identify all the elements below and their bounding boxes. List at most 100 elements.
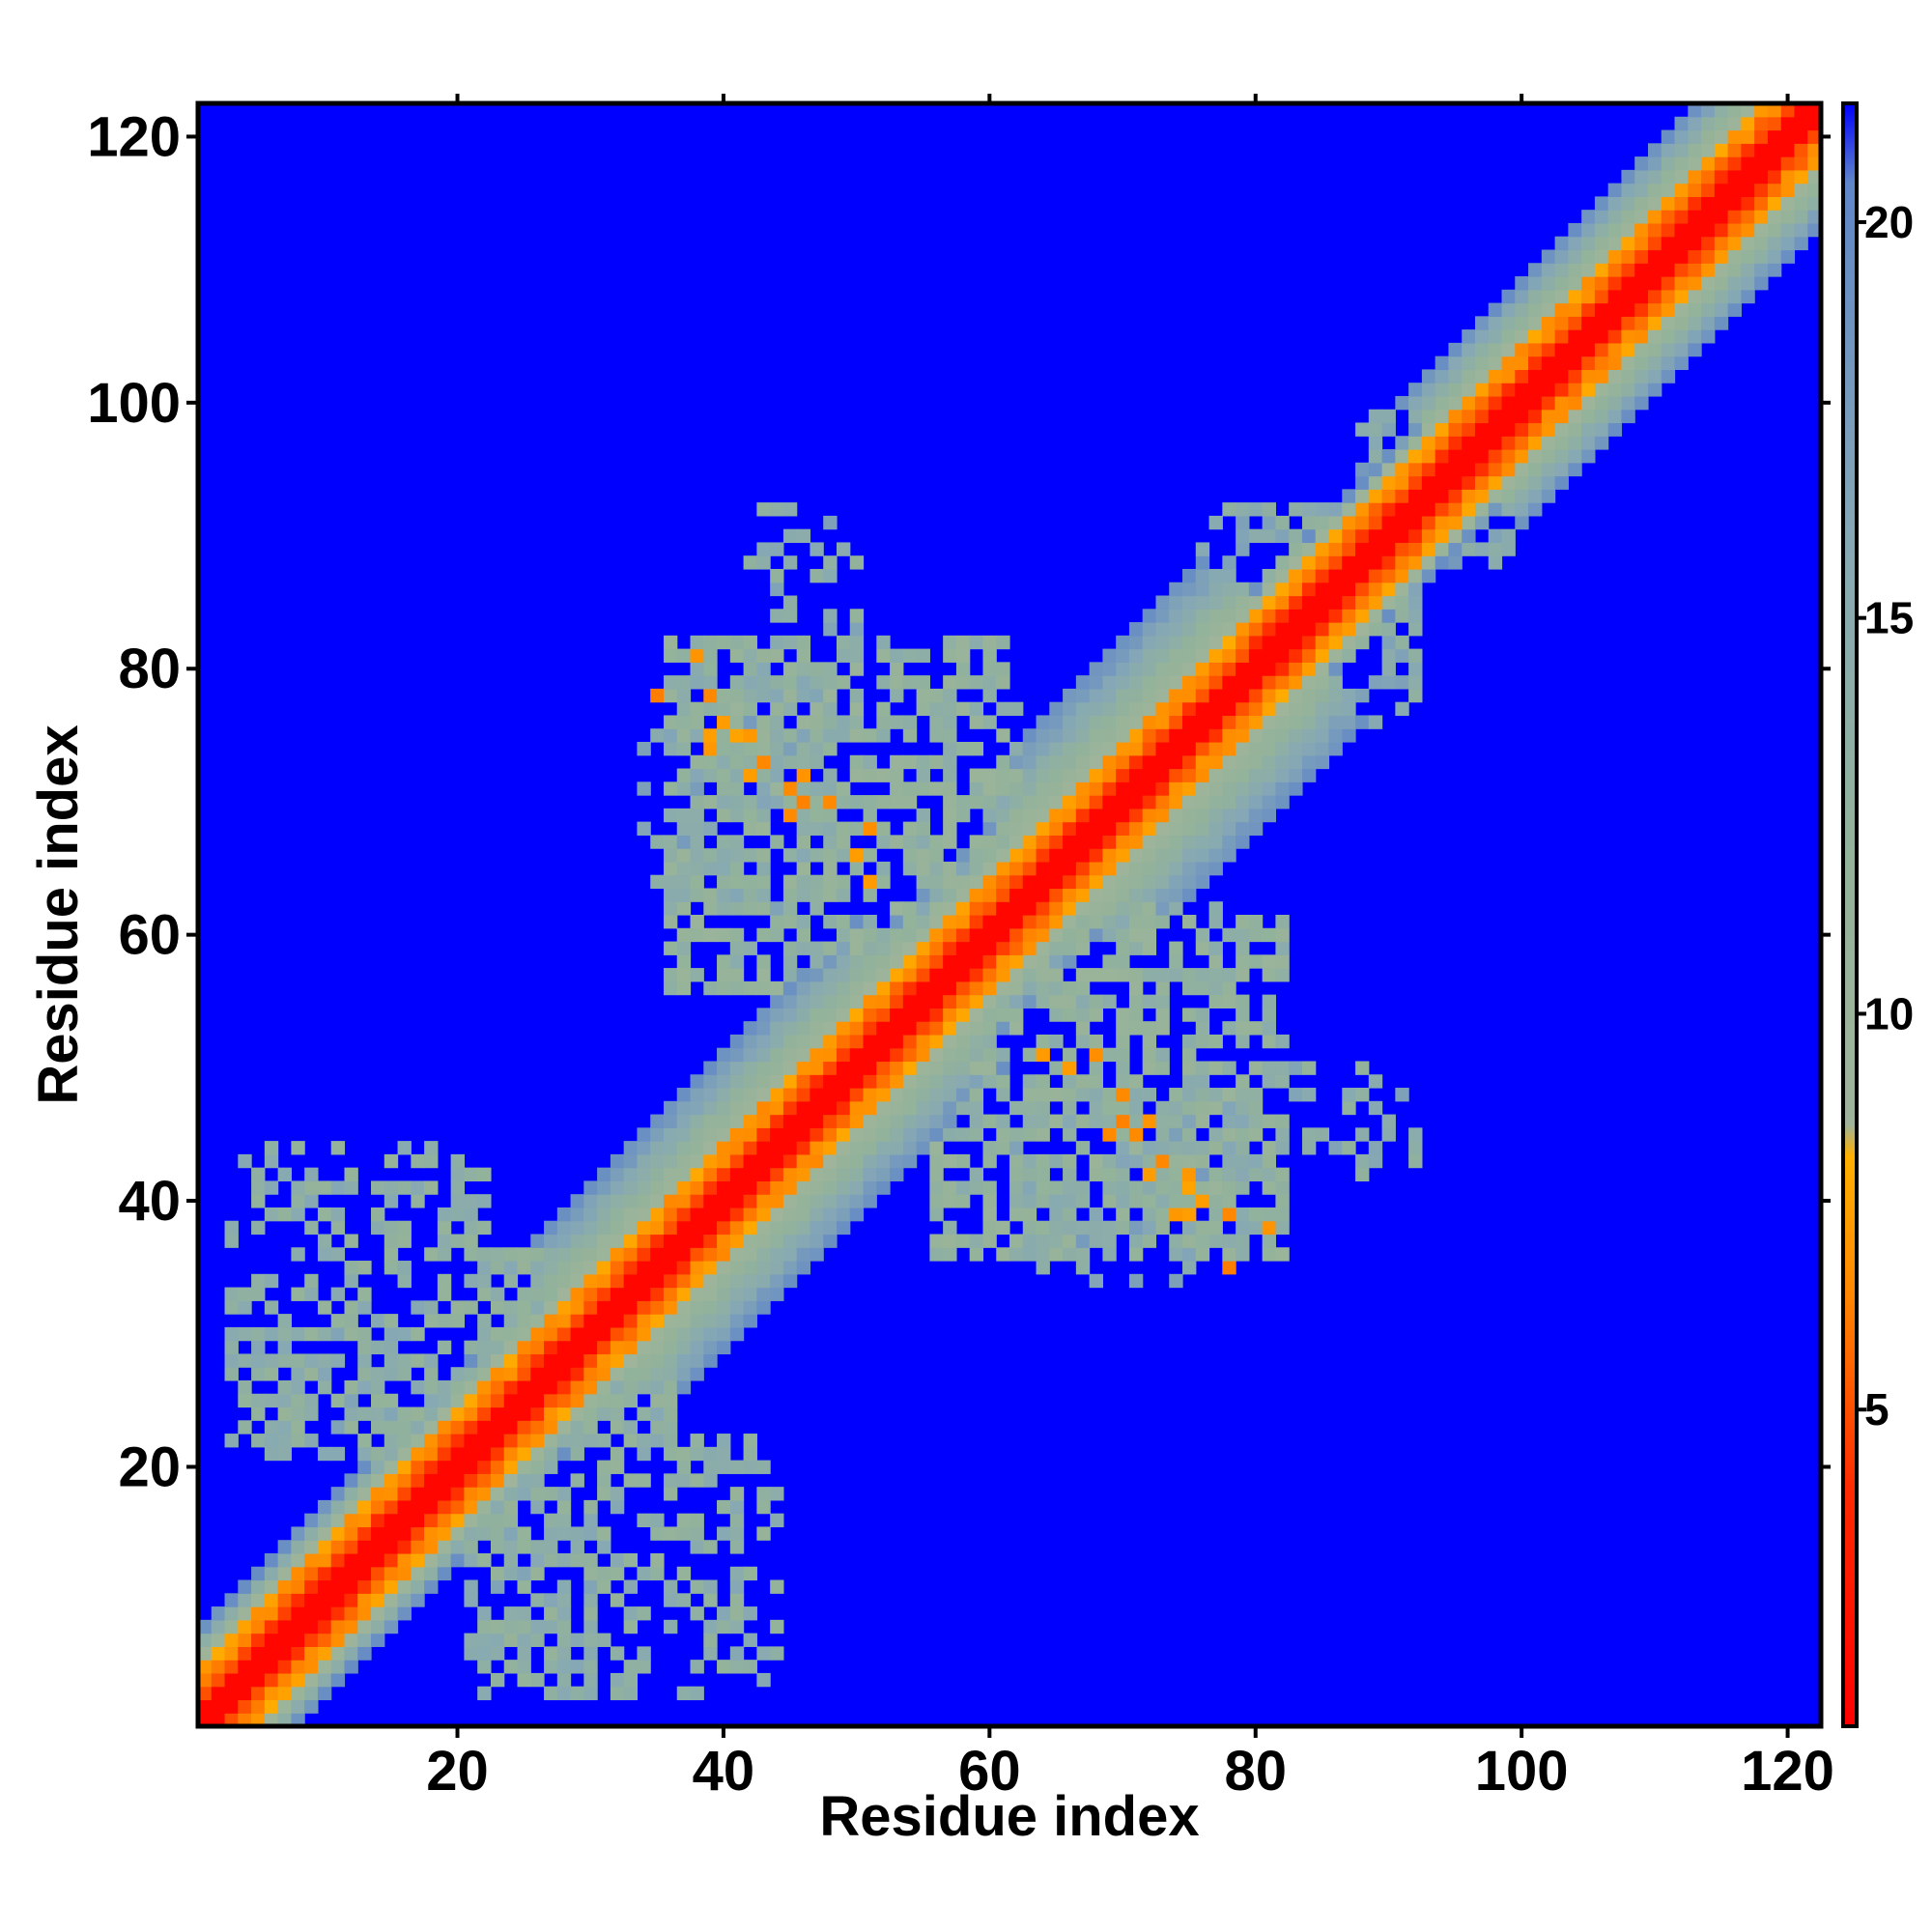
heatmap-cell <box>756 662 771 676</box>
heatmap-cell <box>1462 369 1476 384</box>
heatmap-cell <box>1169 861 1183 876</box>
heatmap-cell <box>770 1100 784 1116</box>
heatmap-cell <box>717 795 731 810</box>
heatmap-cell <box>703 1287 718 1301</box>
heatmap-cell <box>556 1633 572 1647</box>
heatmap-cell <box>490 1579 505 1594</box>
heatmap-cell <box>1515 276 1529 291</box>
heatmap-cell <box>1022 1194 1037 1208</box>
heatmap-cell <box>1315 688 1330 703</box>
heatmap-cell <box>503 1353 519 1368</box>
heatmap-cell <box>876 701 891 717</box>
heatmap-cell <box>371 1180 385 1195</box>
heatmap-cell <box>1248 821 1264 836</box>
heatmap-cell <box>756 1088 771 1102</box>
heatmap-cell <box>955 808 971 823</box>
heatmap-cell <box>330 1579 346 1594</box>
heatmap-cell <box>703 688 718 703</box>
heatmap-cell <box>251 1326 266 1342</box>
heatmap-cell <box>264 1446 279 1462</box>
heatmap-cell <box>291 1606 305 1621</box>
heatmap-cell <box>517 1379 531 1395</box>
heatmap-cell <box>477 1420 492 1435</box>
heatmap-cell <box>1701 276 1716 291</box>
heatmap-cell <box>1089 1074 1103 1089</box>
heatmap-cell <box>1128 927 1144 943</box>
heatmap-cell <box>1688 116 1702 131</box>
heatmap-cell <box>1169 688 1183 703</box>
heatmap-cell <box>1182 1074 1197 1089</box>
heatmap-cell <box>1727 129 1742 144</box>
heatmap-cell <box>1262 582 1277 597</box>
heatmap-cell <box>1248 648 1264 663</box>
heatmap-cell <box>503 1619 519 1634</box>
heatmap-cell <box>1647 156 1662 171</box>
heatmap-cell <box>1169 781 1183 796</box>
heatmap-cell <box>676 768 692 782</box>
heatmap-cell <box>849 1114 865 1128</box>
heatmap-cell <box>530 1540 545 1554</box>
heatmap-cell <box>610 1273 625 1289</box>
heatmap-cell <box>943 1180 957 1195</box>
heatmap-cell <box>264 1393 279 1408</box>
heatmap-cell <box>610 1460 625 1474</box>
heatmap-cell <box>437 1499 452 1515</box>
heatmap-cell <box>1275 1061 1290 1075</box>
heatmap-cell <box>770 675 784 690</box>
heatmap-cell <box>1128 1194 1144 1208</box>
heatmap-cell <box>916 874 930 890</box>
heatmap-cell <box>330 1487 346 1501</box>
heatmap-cell <box>357 1473 372 1488</box>
heatmap-cell <box>1049 1220 1064 1236</box>
heatmap-cell <box>943 688 957 703</box>
heatmap-cell <box>929 994 944 1009</box>
heatmap-cell <box>663 1379 678 1395</box>
heatmap-cell <box>823 1034 838 1049</box>
heatmap-cell <box>1182 1100 1197 1116</box>
heatmap-cell <box>397 1141 412 1155</box>
heatmap-cell <box>876 968 891 982</box>
heatmap-cell <box>517 1473 531 1488</box>
heatmap-cell <box>703 821 718 836</box>
heatmap-cell <box>556 1353 572 1368</box>
heatmap-cell <box>411 1473 425 1488</box>
heatmap-cell <box>717 1141 731 1155</box>
heatmap-cell <box>597 1180 611 1195</box>
heatmap-cell <box>637 1194 651 1208</box>
heatmap-cell <box>1355 555 1370 570</box>
heatmap-cell <box>330 1141 346 1155</box>
heatmap-cell <box>477 1552 492 1568</box>
heatmap-cell <box>663 1220 678 1236</box>
heatmap-cell <box>1621 249 1635 264</box>
heatmap-cell <box>1116 954 1130 969</box>
heatmap-cell <box>610 1406 625 1421</box>
heatmap-cell <box>344 1314 358 1328</box>
heatmap-cell <box>729 1114 745 1128</box>
heatmap-cell <box>1236 994 1250 1009</box>
heatmap-cell <box>304 1660 319 1674</box>
heatmap-cell <box>796 1100 811 1116</box>
heatmap-cell <box>690 1220 704 1236</box>
heatmap-cell <box>384 1540 399 1554</box>
heatmap-cell <box>1528 263 1543 277</box>
heatmap-cell <box>782 1034 798 1049</box>
heatmap-cell <box>703 848 718 863</box>
heatmap-cell <box>1222 1021 1236 1036</box>
heatmap-cell <box>1275 1167 1290 1182</box>
heatmap-cell <box>1236 595 1250 610</box>
heatmap-cell <box>916 808 930 823</box>
heatmap-cell <box>969 927 984 943</box>
heatmap-cell <box>1714 236 1729 251</box>
heatmap-cell <box>996 1127 1010 1142</box>
heatmap-cell <box>450 1473 466 1488</box>
heatmap-cell <box>317 1247 332 1262</box>
heatmap-cell <box>264 1686 279 1701</box>
heatmap-cell <box>1594 342 1609 357</box>
heatmap-cell <box>756 1008 771 1022</box>
heatmap-cell <box>570 1261 584 1275</box>
heatmap-cell <box>1515 289 1529 304</box>
heatmap-cell <box>1515 369 1529 384</box>
heatmap-cell <box>890 1047 904 1063</box>
heatmap-cell <box>1022 795 1037 810</box>
heatmap-cell <box>863 980 877 996</box>
